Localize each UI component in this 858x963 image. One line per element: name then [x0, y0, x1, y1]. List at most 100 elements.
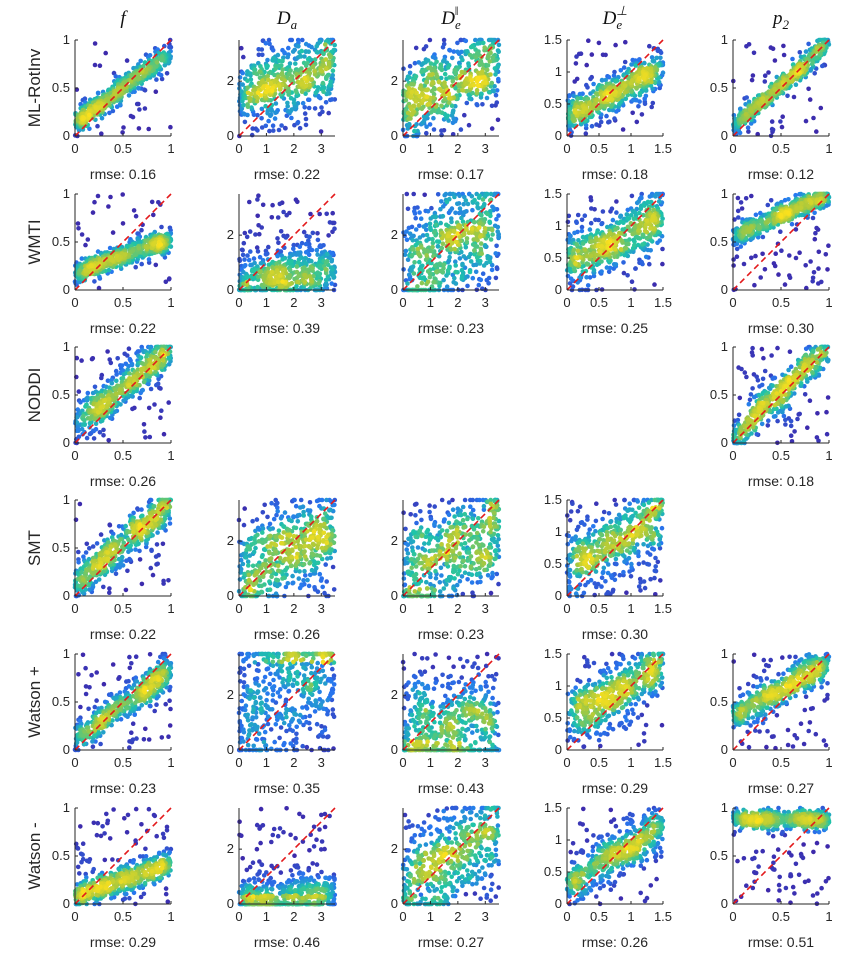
scatter-point — [478, 277, 484, 283]
scatter-point — [495, 229, 501, 234]
scatter-point — [240, 252, 246, 258]
scatter-point — [584, 82, 589, 88]
scatter-point — [136, 85, 141, 91]
scatter-point — [481, 40, 486, 46]
scatter-point — [823, 252, 829, 257]
scatter-point — [244, 234, 250, 240]
scatter-point — [584, 62, 589, 68]
scatter-point — [442, 192, 448, 198]
scatter-point — [460, 57, 465, 63]
scatter-point — [459, 69, 465, 75]
x-tick-label: 0 — [563, 295, 570, 310]
scatter-point — [776, 272, 781, 277]
scatter-point — [460, 263, 465, 268]
scatter-point — [293, 61, 298, 66]
scatter-point — [405, 126, 411, 131]
scatter-point — [476, 282, 482, 288]
scatter-point — [263, 103, 268, 109]
scatter-point — [314, 247, 320, 253]
scatter-point — [487, 59, 493, 64]
scatter-point — [455, 40, 460, 46]
scatter-point — [452, 194, 457, 200]
scatter-point — [735, 195, 741, 201]
scatter-point — [760, 251, 765, 257]
scatter-point — [112, 91, 117, 96]
scatter-point — [440, 213, 446, 219]
rmse-label: rmse: 0.39 — [254, 320, 320, 336]
scatter-point — [645, 199, 651, 205]
scatter-point — [494, 243, 499, 249]
scatter-point — [480, 102, 485, 107]
scatter-point — [294, 269, 300, 275]
scatter-point — [758, 275, 763, 280]
scatter-point — [420, 276, 425, 281]
scatter-point — [93, 105, 99, 111]
scatter-point — [313, 90, 319, 96]
y-tick-label: 0 — [227, 128, 234, 143]
scatter-point — [779, 124, 785, 130]
scatter-point — [474, 79, 480, 84]
scatter-point — [330, 266, 336, 272]
scatter-point — [820, 63, 825, 69]
scatter-point — [643, 254, 649, 260]
scatter-point — [814, 225, 819, 231]
x-tick-label: 3 — [318, 295, 325, 310]
scatter-point — [241, 54, 246, 60]
scatter-point — [453, 239, 459, 245]
scatter-point — [308, 211, 313, 217]
scatter-point — [565, 219, 571, 225]
scatter-point — [473, 55, 479, 60]
scatter-point — [621, 260, 626, 265]
scatter-point — [613, 227, 618, 232]
scatter-point — [129, 72, 134, 78]
scatter-point — [644, 218, 650, 224]
scatter-point — [323, 66, 329, 72]
scatter-point — [580, 241, 586, 246]
scatter-point — [315, 252, 320, 257]
rmse-label: rmse: 0.18 — [582, 166, 648, 182]
scatter-point — [825, 267, 830, 272]
scatter-point — [242, 257, 247, 262]
scatter-point — [407, 121, 412, 127]
row-label-1: WMTI — [25, 219, 44, 264]
scatter-point — [149, 199, 155, 205]
scatter-point — [136, 75, 142, 80]
scatter-point — [589, 239, 594, 244]
y-tick-label: 1 — [63, 186, 70, 201]
scatter-point — [417, 259, 422, 265]
scatter-point — [303, 41, 309, 47]
scatter-point — [459, 267, 465, 273]
scatter-point — [245, 112, 250, 118]
scatter-point — [264, 251, 269, 257]
scatter-point — [81, 115, 87, 121]
scatter-point — [468, 259, 474, 264]
scatter-point — [766, 70, 771, 75]
scatter-point — [470, 207, 475, 213]
scatter-point — [162, 62, 168, 68]
y-tick-label: 0 — [63, 282, 70, 297]
scatter-point — [409, 106, 414, 112]
scatter-point — [256, 52, 262, 58]
scatter-point — [579, 217, 585, 223]
scatter-point — [267, 41, 272, 47]
scatter-point — [457, 256, 463, 261]
scatter-point — [153, 89, 159, 94]
x-tick-label: 1 — [167, 141, 174, 156]
scatter-point — [126, 93, 132, 98]
scatter-point — [409, 89, 415, 95]
scatter-point — [440, 45, 446, 50]
scatter-point — [427, 37, 433, 43]
x-tick-label: 1 — [427, 141, 434, 156]
scatter-point — [269, 88, 275, 94]
scatter-point — [574, 54, 579, 59]
scatter-point — [452, 246, 458, 252]
scatter-point — [410, 264, 416, 269]
column-header-sub: a — [291, 17, 298, 32]
scatter-point — [587, 227, 593, 232]
row-label-5: Watson - — [25, 822, 44, 889]
scatter-point — [110, 258, 116, 263]
scatter-point — [452, 67, 458, 73]
scatter-point — [579, 228, 585, 234]
scatter-point — [87, 112, 92, 118]
